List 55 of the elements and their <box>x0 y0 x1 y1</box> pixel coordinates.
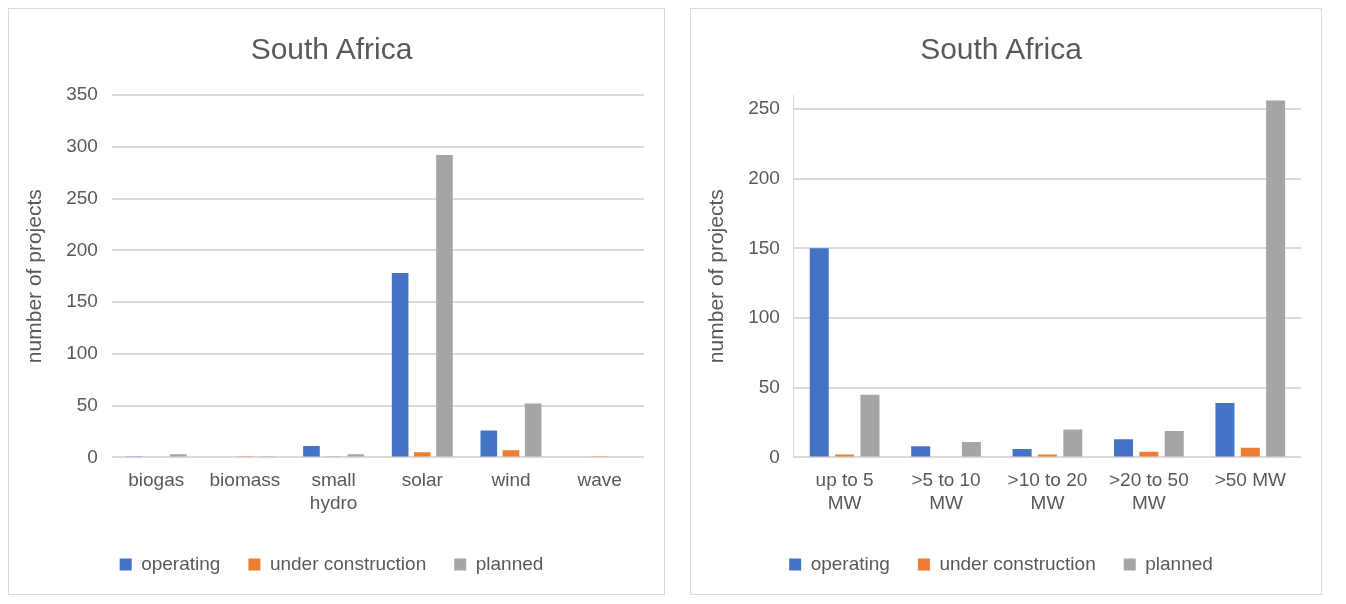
bar <box>1240 447 1260 457</box>
bar <box>502 450 520 457</box>
y-tick-label: 150 <box>66 290 98 312</box>
y-tick-label: 300 <box>66 135 98 157</box>
bar <box>1266 100 1286 457</box>
x-tick-label: wind <box>490 469 531 491</box>
y-tick-label: 250 <box>748 97 780 119</box>
y-tick-label: 50 <box>76 393 98 415</box>
bar <box>911 446 931 457</box>
y-tick-label: 250 <box>66 186 98 208</box>
bar <box>347 454 365 457</box>
x-tick-label: >20 to 50 MW <box>1108 469 1189 513</box>
legend-label: under construction <box>269 552 427 574</box>
x-tick-label: solar <box>401 469 444 491</box>
bar <box>1012 449 1032 457</box>
y-tick-label: 0 <box>87 445 98 467</box>
bar <box>524 403 542 457</box>
legend-label: planned <box>475 552 544 574</box>
legend-label: operating <box>141 552 221 574</box>
x-tick-label: >5 to 10 MW <box>911 469 981 513</box>
y-axis-title: number of projects <box>704 189 728 364</box>
bar <box>391 273 409 457</box>
x-tick-label: up to 5 MW <box>815 469 874 513</box>
bar <box>1063 429 1083 457</box>
y-tick-label: 0 <box>769 445 780 467</box>
bar <box>436 155 453 457</box>
y-tick-label: 200 <box>748 166 780 188</box>
y-tick-label: 50 <box>758 375 780 397</box>
bar <box>1164 430 1184 457</box>
bar <box>1114 439 1134 457</box>
legend-label: under construction <box>939 552 1096 574</box>
x-tick-label: small hydro <box>309 469 358 513</box>
bar <box>413 452 431 457</box>
bar <box>170 454 187 457</box>
x-tick-label: biomass <box>209 469 281 491</box>
bar <box>1215 403 1235 457</box>
x-tick-label: biogas <box>128 469 185 491</box>
bar <box>480 430 498 457</box>
legend-label: planned <box>1145 552 1213 574</box>
chart-title: South Africa <box>920 32 1083 66</box>
y-tick-label: 200 <box>66 238 98 260</box>
x-tick-label: >10 to 20 MW <box>1007 469 1088 513</box>
x-tick-label: wave <box>576 469 622 491</box>
y-tick-label: 350 <box>66 83 98 105</box>
bar <box>860 394 880 457</box>
y-axis-title: number of projects <box>22 189 46 364</box>
chart-title: South Africa <box>250 32 413 66</box>
bar <box>303 446 320 457</box>
y-tick-label: 100 <box>66 342 98 364</box>
legend-label: operating <box>810 552 890 574</box>
y-tick-label: 100 <box>748 306 780 328</box>
y-tick-label: 150 <box>748 236 780 258</box>
bar <box>809 248 829 457</box>
bar <box>961 442 981 457</box>
x-tick-label: >50 MW <box>1214 469 1286 491</box>
